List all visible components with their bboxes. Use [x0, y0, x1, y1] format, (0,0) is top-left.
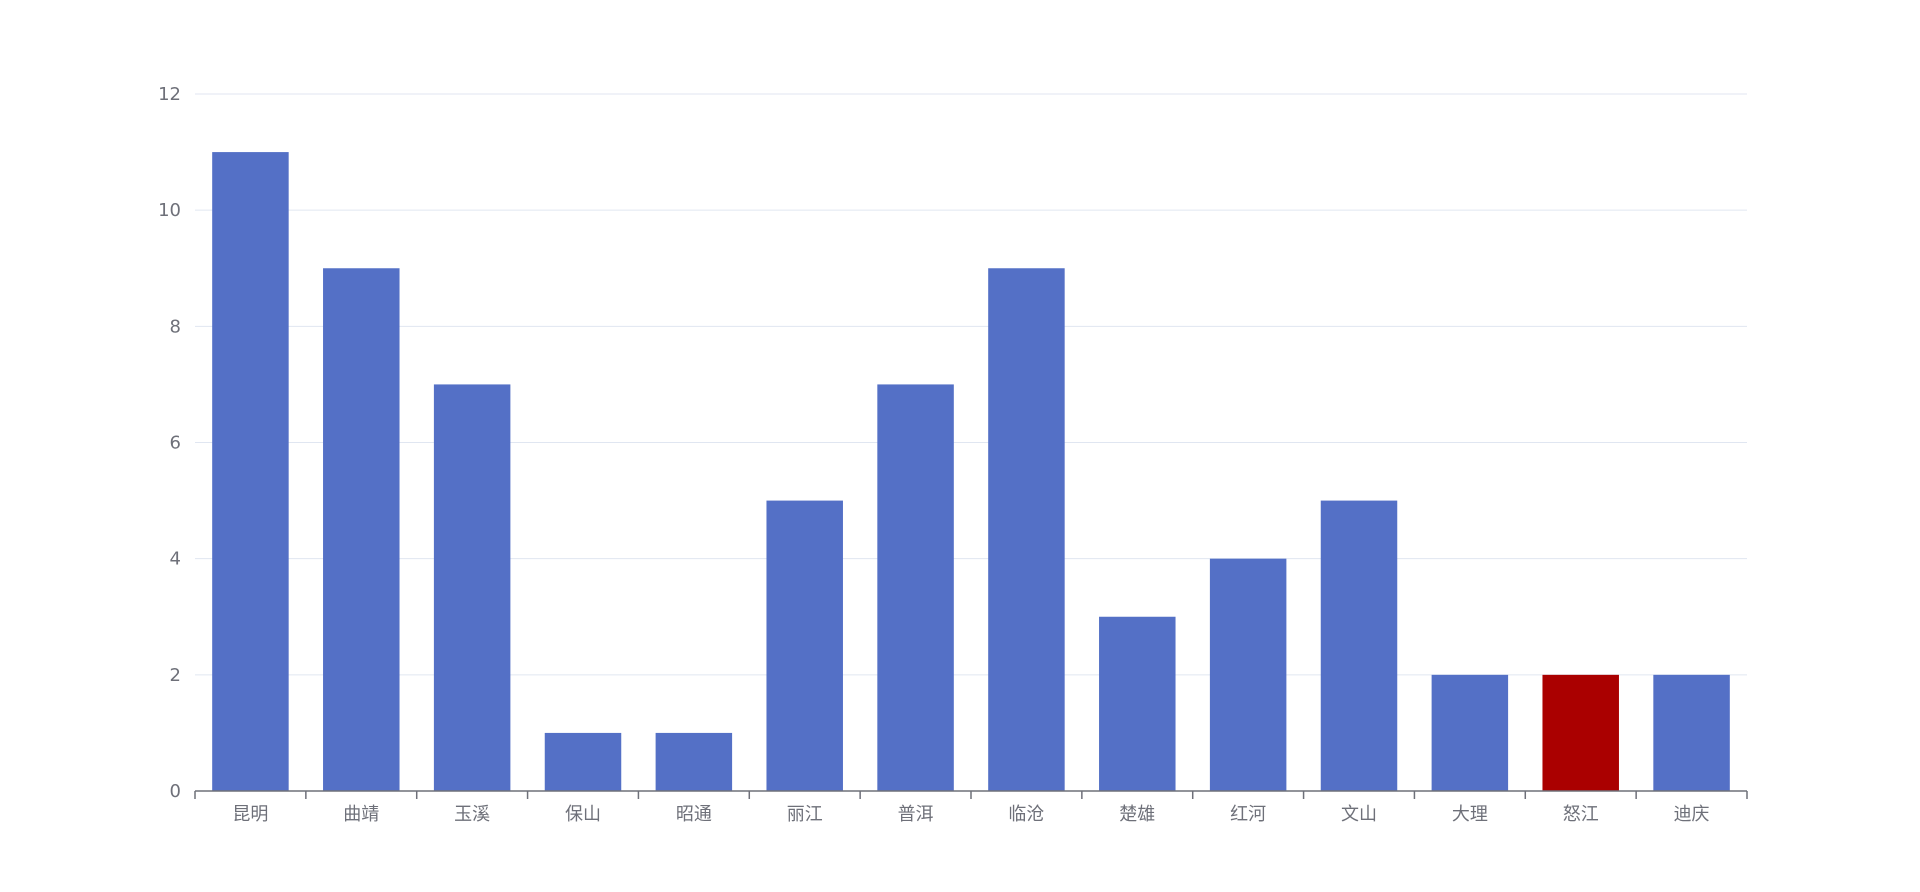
x-tick-label: 玉溪: [454, 804, 490, 825]
x-tick-label: 曲靖: [343, 804, 379, 825]
x-axis-tick-labels: 昆明 曲靖 玉溪 保山 昭通 丽江 普洱 临沧 楚雄 红河 文山 大理 怒江 迪庆: [232, 804, 1709, 825]
x-tick-label: 丽江: [787, 804, 823, 825]
x-tick-label: 楚雄: [1119, 804, 1155, 825]
y-tick-label: 2: [170, 665, 181, 686]
bar-楚雄[interactable]: [1099, 616, 1176, 791]
x-tick-label: 普洱: [898, 804, 934, 825]
bar-怒江[interactable]: [1542, 674, 1619, 791]
x-tick-label: 保山: [565, 804, 601, 825]
x-tick-label: 迪庆: [1674, 804, 1710, 825]
y-tick-label: 4: [170, 549, 181, 570]
bar-保山[interactable]: [544, 732, 622, 791]
bar-series: [212, 152, 1730, 792]
x-tick-label: 大理: [1452, 804, 1488, 825]
bar-红河[interactable]: [1209, 558, 1287, 791]
bar-迪庆[interactable]: [1653, 674, 1730, 791]
y-tick-label: 8: [170, 316, 181, 337]
x-tick-label: 临沧: [1008, 804, 1044, 825]
grid-lines: [195, 93, 1747, 676]
x-tick-label: 文山: [1341, 804, 1377, 825]
bar-曲靖[interactable]: [323, 268, 400, 791]
bar-大理[interactable]: [1431, 674, 1509, 791]
x-tick-label: 昭通: [676, 804, 712, 825]
bar-文山[interactable]: [1320, 500, 1398, 791]
y-tick-label: 6: [170, 433, 181, 454]
axes: [194, 790, 1748, 799]
y-tick-label: 12: [158, 84, 181, 105]
y-tick-label: 10: [158, 200, 181, 221]
y-tick-label: 0: [170, 781, 181, 802]
x-tick-label: 昆明: [232, 804, 268, 825]
x-tick-label: 怒江: [1563, 804, 1599, 825]
x-tick-label: 红河: [1230, 804, 1266, 825]
bar-昆明[interactable]: [212, 152, 289, 792]
bar-昭通[interactable]: [655, 732, 733, 791]
bar-丽江[interactable]: [766, 500, 843, 791]
y-axis-tick-labels: 0 2 4 6 8 10 12: [158, 84, 181, 802]
bar-临沧[interactable]: [988, 268, 1065, 791]
bar-玉溪[interactable]: [433, 384, 511, 791]
bar-普洱[interactable]: [877, 384, 954, 791]
